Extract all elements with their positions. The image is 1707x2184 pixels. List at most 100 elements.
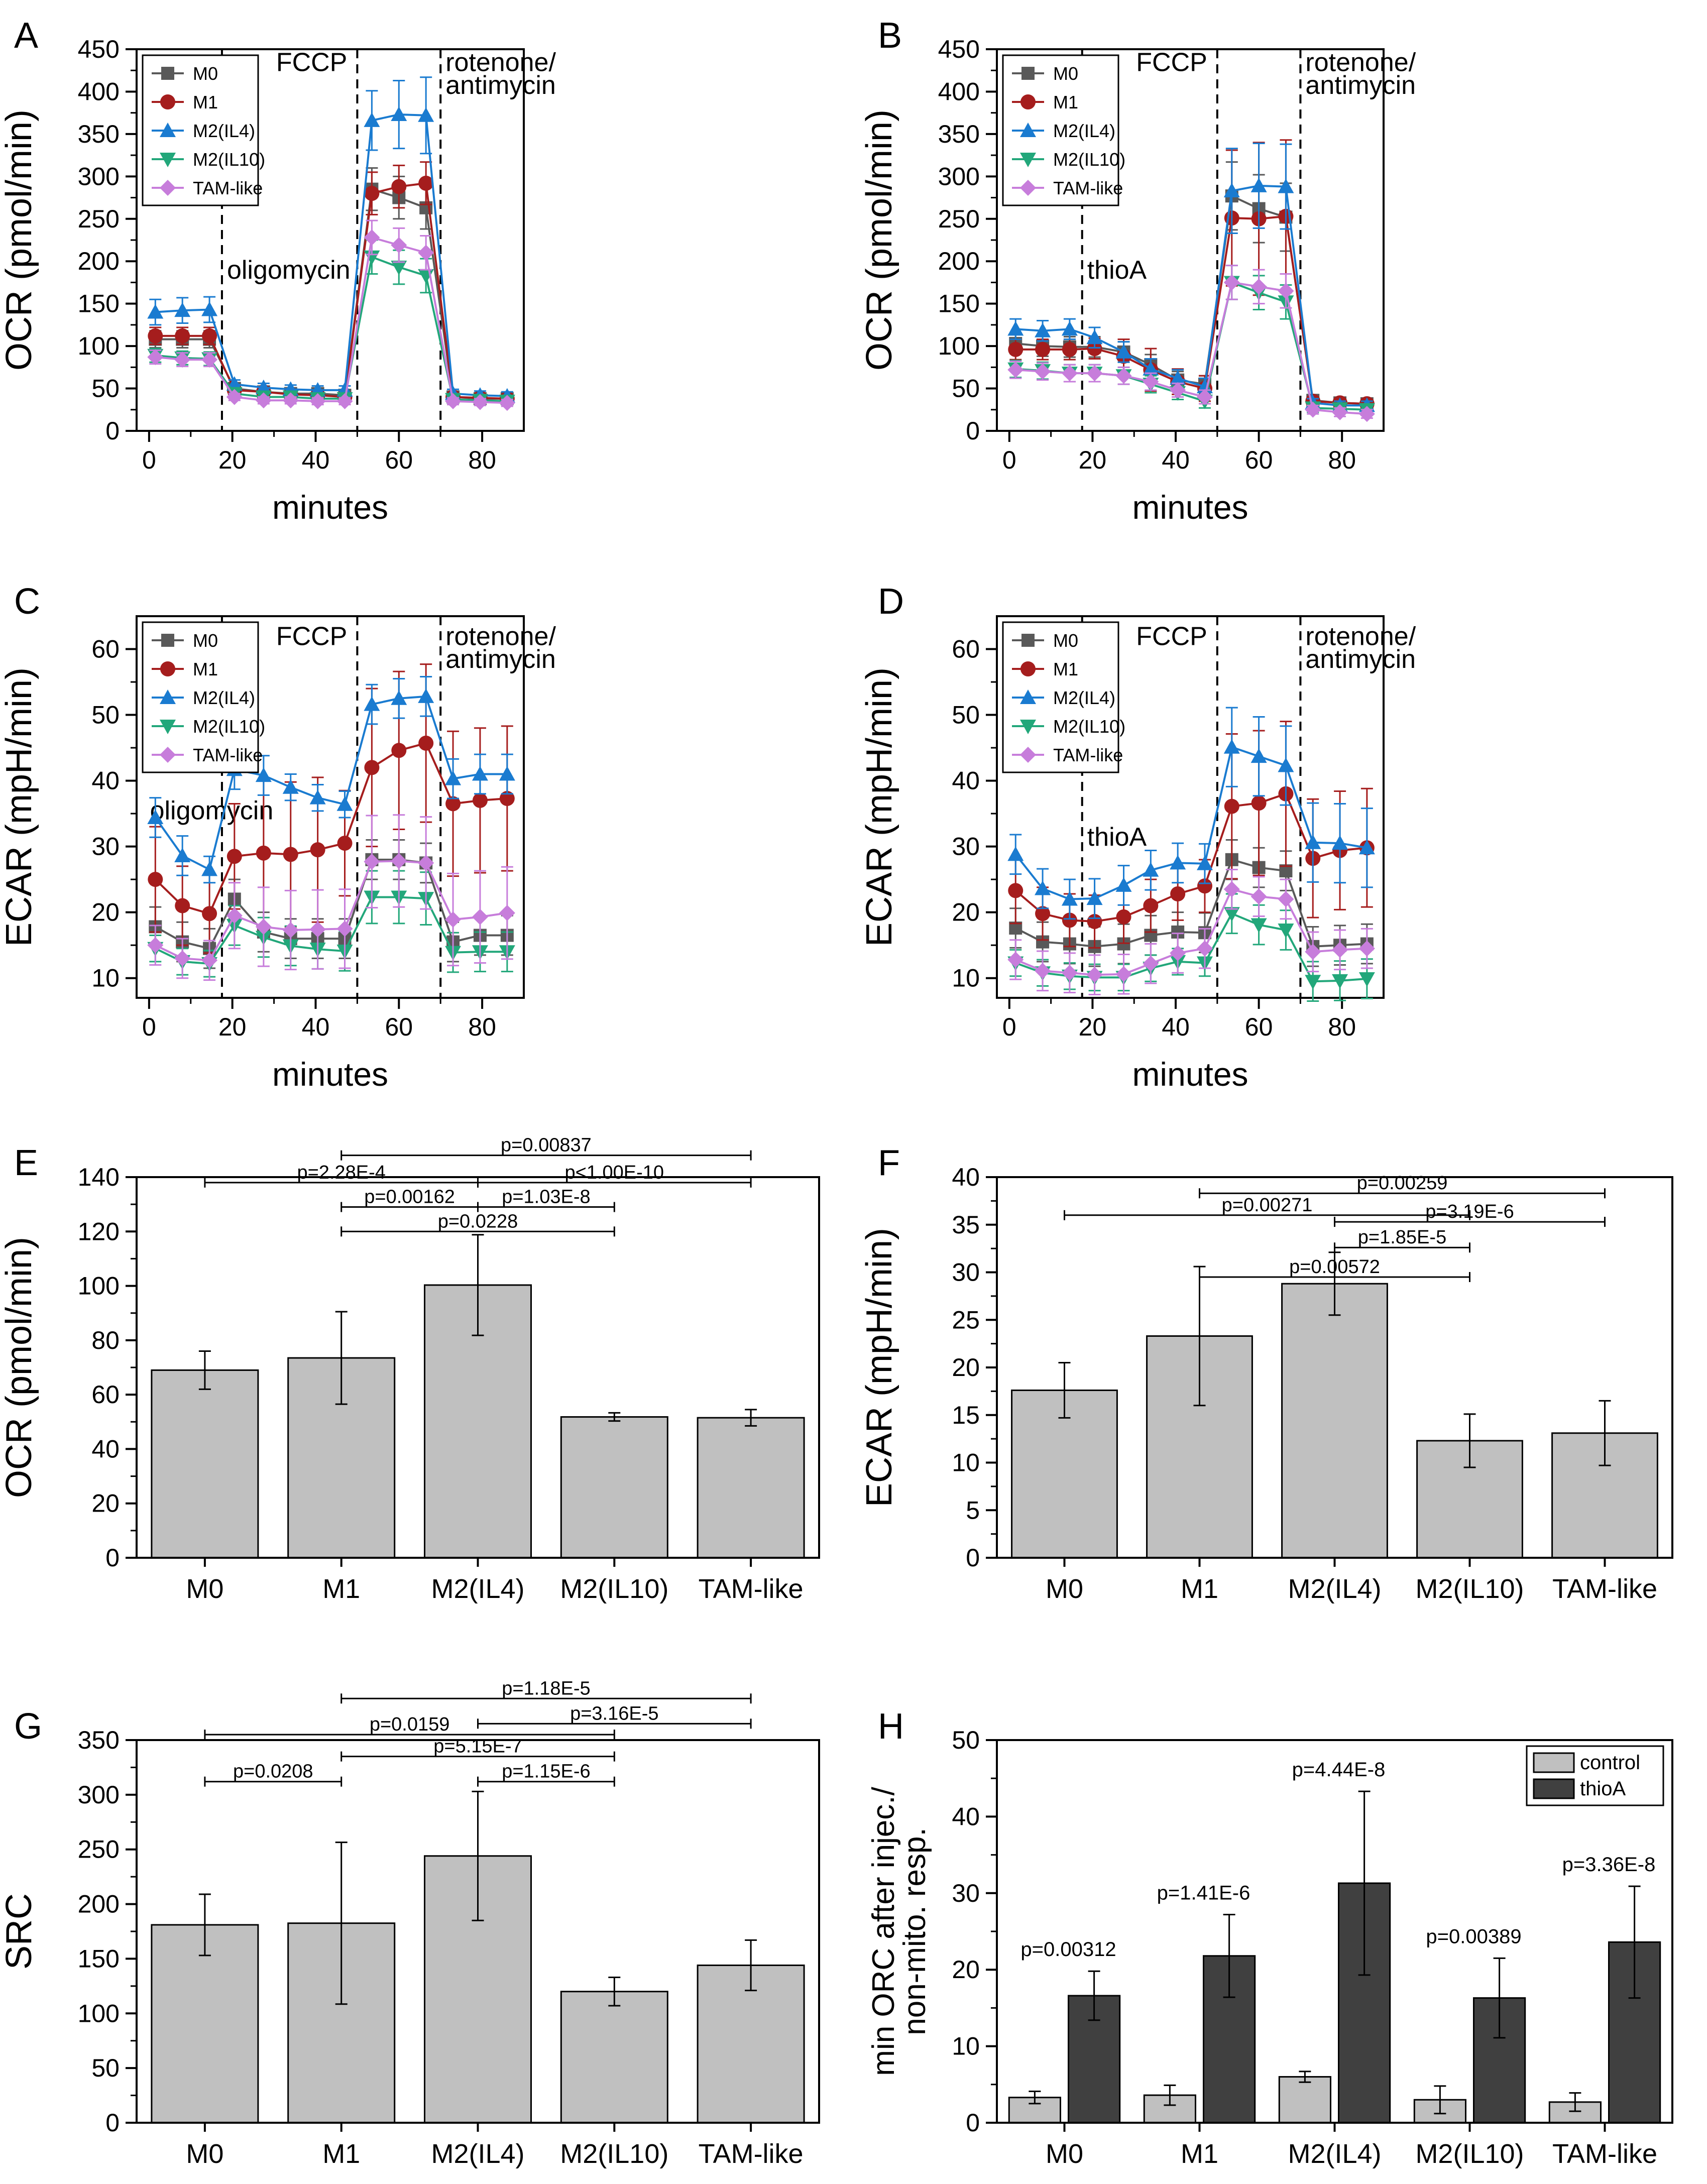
- data-point: [337, 836, 353, 851]
- bar-tam-like: [697, 1964, 805, 2124]
- y-tick-label: 100: [78, 332, 120, 360]
- y-tick-label: 250: [938, 205, 980, 233]
- y-tick-label: 20: [91, 1489, 120, 1518]
- data-point: [147, 349, 164, 366]
- bar-m2-il10: [560, 1416, 668, 1559]
- data-point: [418, 688, 434, 703]
- legend-label: M2(IL4): [1053, 121, 1115, 141]
- legend-label: M0: [193, 63, 218, 84]
- data-point: [391, 853, 407, 869]
- data-point: [1223, 274, 1240, 291]
- x-tick-label: 0: [142, 1013, 156, 1041]
- data-point: [1305, 834, 1321, 849]
- legend-marker: [1020, 153, 1036, 167]
- data-point: [336, 393, 353, 409]
- x-category-label: M2(IL4): [1288, 2139, 1381, 2169]
- data-point: [391, 261, 407, 276]
- series-line: [155, 113, 507, 397]
- data-point: [336, 921, 353, 937]
- y-tick-label: 50: [91, 701, 120, 729]
- legend-label: M0: [1053, 630, 1078, 651]
- data-point: [174, 302, 191, 317]
- bracket-label: p<1.00E-10: [565, 1162, 664, 1183]
- x-tick-label: 0: [1002, 446, 1016, 474]
- data-point: [499, 790, 515, 806]
- y-tick-label: 30: [952, 1258, 980, 1287]
- legend: control thioA: [1526, 1745, 1664, 1806]
- data-point: [1007, 362, 1024, 378]
- x-tick-label: 80: [1328, 446, 1356, 474]
- p-value-label: p=4.44E-8: [1292, 1759, 1386, 1781]
- data-point: [1143, 374, 1159, 390]
- legend: M0 M1 M2(IL4) M2(IL10) TAM-like: [142, 54, 265, 206]
- annotation-antimycin: antimycin: [1305, 645, 1416, 674]
- data-point: [1224, 798, 1239, 814]
- y-tick-label: 100: [78, 1272, 120, 1300]
- y-tick-label: 40: [952, 1802, 980, 1830]
- bar-m2-il10: [560, 1991, 668, 2124]
- annotation-antimycin: antimycin: [1305, 71, 1416, 100]
- data-point: [1305, 401, 1321, 418]
- x-tick-label: 80: [468, 446, 496, 474]
- legend-marker: [161, 67, 174, 80]
- data-point: [226, 907, 243, 924]
- data-point: [201, 352, 218, 368]
- data-point: [174, 352, 191, 368]
- legend-label: M2(IL10): [193, 149, 265, 170]
- y-axis-label: ECAR (mpH/min): [859, 667, 899, 947]
- significance-bracket: p=0.00162: [340, 1187, 479, 1212]
- data-point: [1115, 966, 1132, 982]
- data-point: [391, 743, 407, 758]
- legend-label: M1: [1053, 659, 1078, 679]
- data-point: [1170, 382, 1186, 398]
- data-point: [1035, 363, 1051, 380]
- panel-d: 10 20 30 40 50 60 0 20 40 60 80 thioA FCCP rotenone/a…: [859, 582, 1416, 1093]
- y-tick-label: 80: [91, 1326, 120, 1354]
- data-point: [364, 112, 380, 127]
- data-point: [202, 906, 217, 922]
- significance-bracket: p=0.00837: [340, 1135, 752, 1161]
- y-tick-label: 30: [952, 833, 980, 861]
- data-point: [472, 766, 488, 781]
- x-tick-label: 0: [1002, 1013, 1016, 1041]
- series-control: [1008, 2071, 1602, 2124]
- data-point: [1143, 862, 1159, 877]
- legend-marker: [160, 94, 175, 109]
- data-point: [1278, 283, 1294, 299]
- data-point: [1062, 912, 1077, 928]
- legend-label: TAM-like: [193, 745, 263, 765]
- bracket-label: p=0.00837: [501, 1135, 592, 1156]
- data-point: [1223, 183, 1240, 198]
- y-tick-label: 40: [952, 1163, 980, 1191]
- bracket-label: p=2.28E-4: [297, 1162, 385, 1183]
- y-tick-label: 150: [938, 290, 980, 318]
- data-point: [499, 904, 515, 921]
- data-point: [418, 245, 434, 261]
- y-tick-label: 250: [78, 1835, 120, 1864]
- panel-label: G: [14, 1706, 42, 1747]
- x-category-label: M1: [1181, 2139, 1218, 2169]
- data-point: [1170, 370, 1186, 385]
- data-point: [1062, 341, 1077, 357]
- y-tick-label: 450: [938, 35, 980, 63]
- bracket-label: p=1.03E-8: [502, 1187, 590, 1208]
- data-point: [445, 796, 461, 812]
- data-point: [364, 229, 380, 246]
- series-tam-like: [1007, 868, 1375, 995]
- data-point: [499, 395, 515, 411]
- bracket-label: p=3.16E-5: [570, 1703, 658, 1724]
- panel-label: B: [878, 16, 902, 56]
- data-point: [1278, 757, 1294, 772]
- panel-c: 10 20 30 40 50 60 0 20 40 60 80 oligomycin FCCP roten…: [0, 582, 556, 1093]
- data-point: [1278, 924, 1294, 939]
- series-line: [155, 182, 507, 400]
- x-tick-label: 60: [385, 446, 413, 474]
- legend-label: M2(IL4): [1053, 687, 1115, 708]
- legend-marker: [1020, 180, 1036, 196]
- panel-label: A: [14, 16, 38, 56]
- y-tick-label: 200: [938, 247, 980, 275]
- bracket-label: p=0.00259: [1357, 1173, 1448, 1194]
- legend-label: TAM-like: [1053, 178, 1123, 198]
- data-point: [310, 842, 325, 858]
